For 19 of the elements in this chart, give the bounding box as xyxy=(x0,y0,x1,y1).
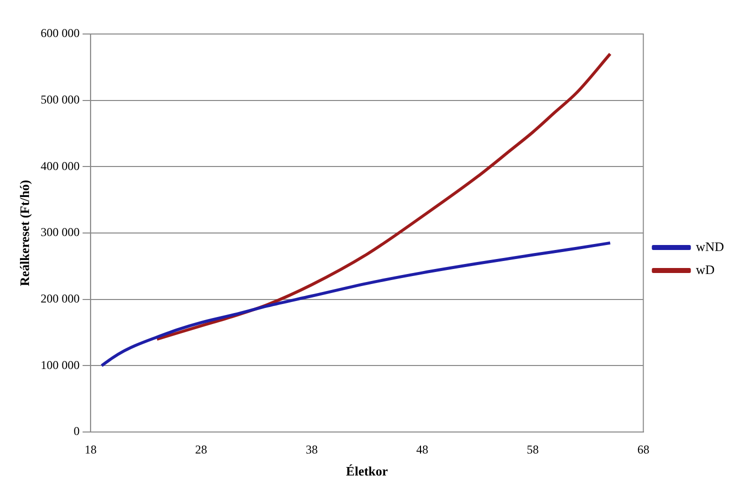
y-axis-title: Reálkereset (Ft/hó) xyxy=(17,180,32,286)
line-series xyxy=(100,241,612,368)
x-tick-label: 58 xyxy=(526,442,539,456)
x-tick-label: 38 xyxy=(306,442,318,456)
x-tick-label: 28 xyxy=(195,442,208,456)
line-series xyxy=(155,52,612,341)
legend-label: wND xyxy=(696,238,724,254)
y-tick-label: 200 000 xyxy=(40,291,80,306)
y-tick-label: 300 000 xyxy=(40,225,80,240)
legend-label: wD xyxy=(696,262,715,277)
y-tick-label: 100 000 xyxy=(40,358,80,372)
y-tick-label: 600 000 xyxy=(40,26,80,40)
y-tick-label: 400 000 xyxy=(40,158,80,173)
x-tick-label: 48 xyxy=(416,442,428,456)
x-tick-label: 68 xyxy=(637,442,650,456)
x-tick-label: 18 xyxy=(84,442,97,456)
y-tick-label: 0 xyxy=(74,424,80,438)
y-tick-label: 500 000 xyxy=(40,92,80,106)
x-axis-title: Életkor xyxy=(346,464,388,479)
